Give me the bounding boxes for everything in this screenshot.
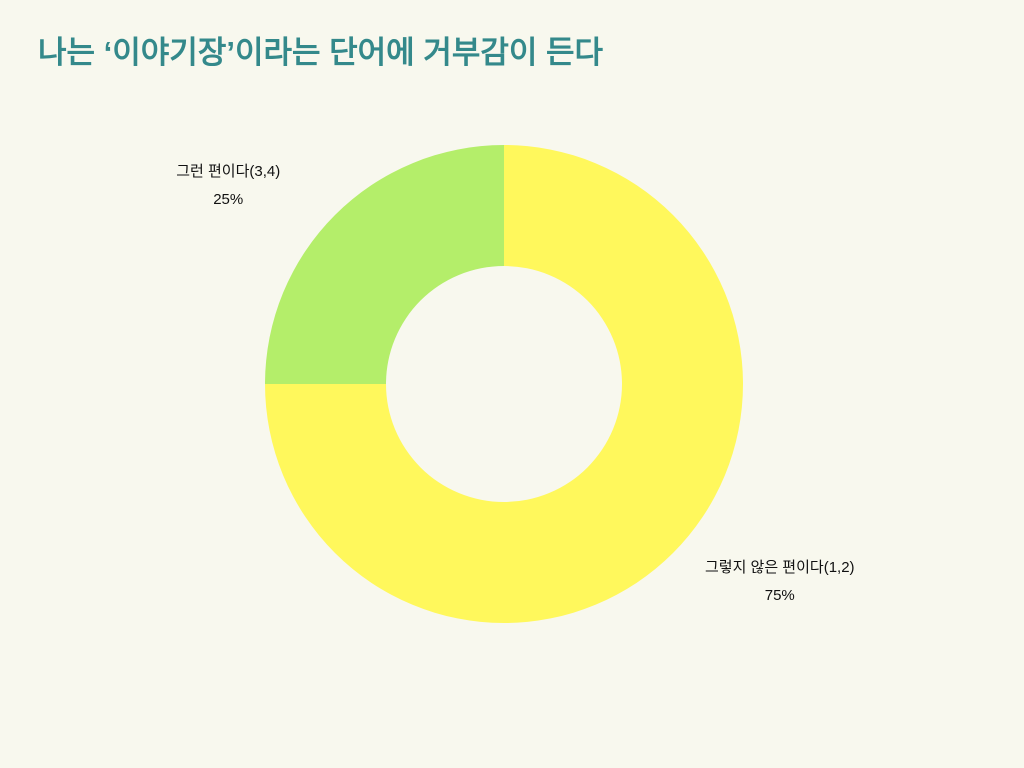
slice-label: 그런 편이다(3,4) <box>176 163 280 180</box>
slice-value-label: 25% <box>213 191 243 208</box>
donut-slice <box>265 145 504 384</box>
chart-title: 나는 ‘이야기장’이라는 단어에 거부감이 든다 <box>38 35 604 70</box>
slice-value-label: 75% <box>765 587 795 604</box>
slice-label: 그렇지 않은 편이다(1,2) <box>705 559 855 576</box>
donut-slice <box>265 145 743 623</box>
